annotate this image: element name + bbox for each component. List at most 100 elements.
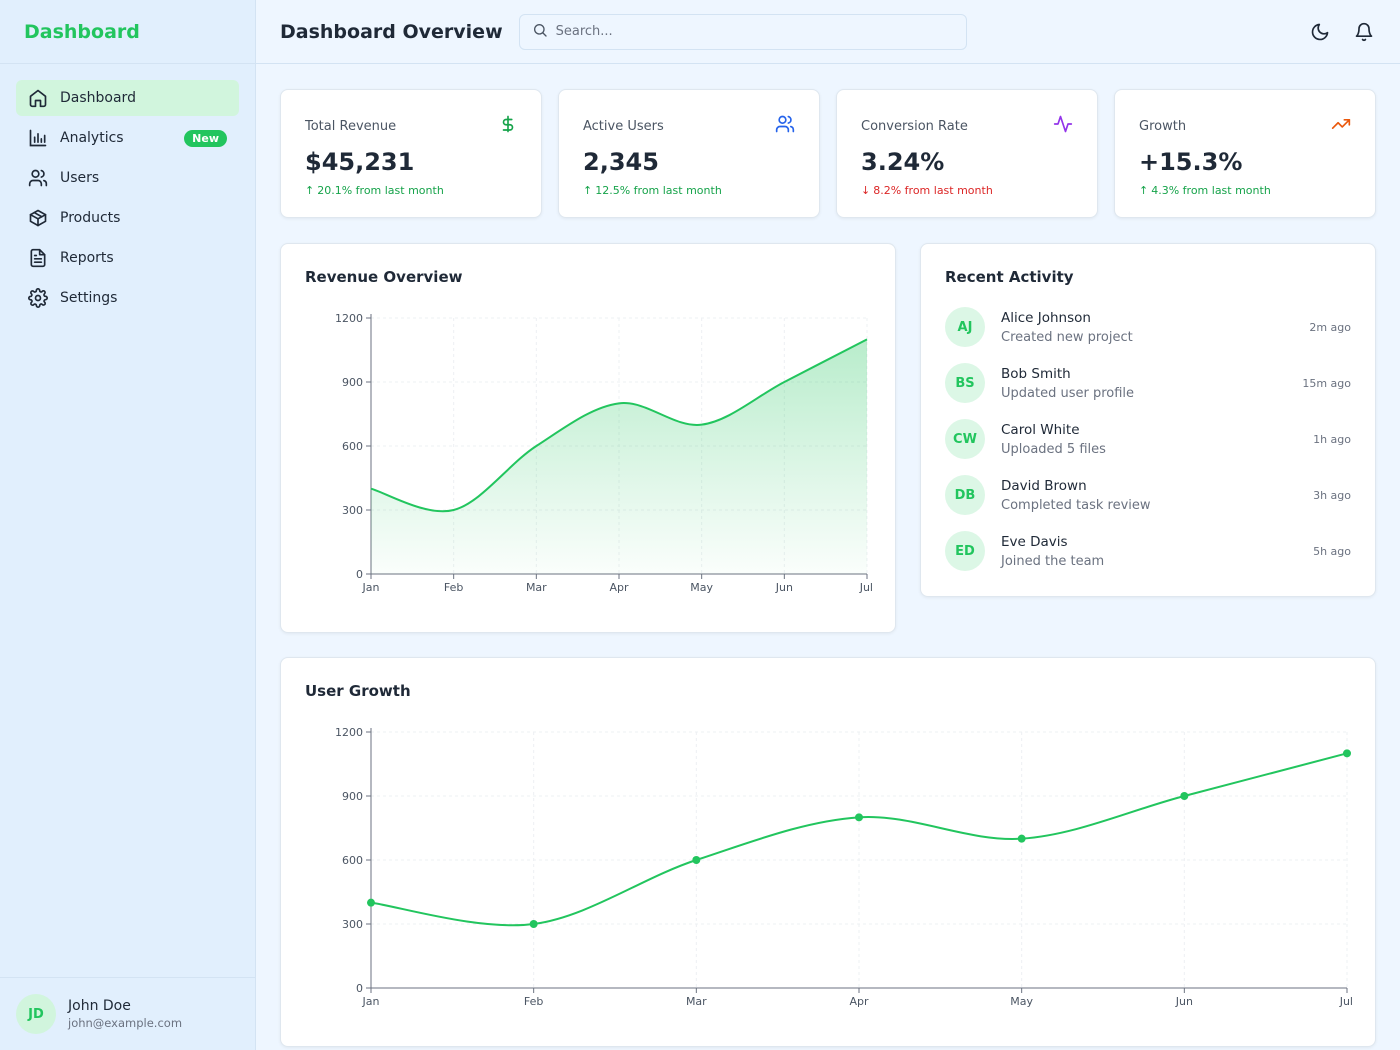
sidebar-item-settings[interactable]: Settings: [16, 280, 239, 316]
y-tick-label: 600: [342, 854, 363, 867]
y-tick-label: 900: [342, 790, 363, 803]
activity-item[interactable]: ED Eve Davis Joined the team 5h ago: [945, 523, 1351, 579]
activity-description: Created new project: [1001, 329, 1133, 345]
activity-time: 15m ago: [1302, 376, 1351, 390]
activity-description: Updated user profile: [1001, 385, 1135, 401]
dollar-icon: [499, 114, 517, 138]
y-tick-label: 900: [342, 376, 363, 389]
sidebar-item-analytics[interactable]: Analytics New: [16, 120, 239, 156]
activity-description: Completed task review: [1001, 497, 1151, 513]
top-header: Dashboard Overview: [256, 0, 1400, 64]
activity-time: 1h ago: [1313, 432, 1351, 446]
header-actions: [1308, 18, 1376, 46]
area-fill: [371, 339, 867, 574]
x-tick-label: Jul: [1339, 995, 1353, 1008]
data-point: [855, 813, 863, 822]
data-point: [367, 898, 375, 907]
stat-value: 3.24%: [861, 148, 945, 176]
activity-user-name: Bob Smith: [1001, 365, 1071, 382]
y-tick-label: 1200: [335, 312, 363, 325]
x-tick-label: Jul: [859, 581, 873, 594]
stat-title: Growth: [1139, 118, 1187, 134]
sidebar-item-users[interactable]: Users: [16, 160, 239, 196]
bar-chart-icon: [28, 128, 48, 148]
stat-card-conversion: Conversion Rate 3.24% ↓ 8.2% from last m…: [836, 89, 1098, 218]
avatar: JD: [16, 994, 56, 1034]
sidebar: Dashboard Dashboard Analytics New Users: [0, 0, 256, 1050]
activity-item[interactable]: AJ Alice Johnson Created new project 2m ago: [945, 299, 1351, 355]
activity-time: 2m ago: [1309, 320, 1351, 334]
stat-title: Conversion Rate: [861, 118, 968, 134]
user-growth-chart: 0 300 600 900 1200 Jan Feb Mar Apr May Jun Jul: [335, 726, 1353, 1008]
y-tick-label: 300: [342, 504, 363, 517]
x-tick-label: Feb: [444, 581, 463, 594]
page-title: Dashboard Overview: [280, 20, 503, 43]
sidebar-item-products[interactable]: Products: [16, 200, 239, 236]
sidebar-item-label: Analytics: [60, 130, 124, 146]
box-icon: [28, 208, 48, 228]
y-tick-label: 600: [342, 440, 363, 453]
stat-title: Total Revenue: [305, 118, 397, 134]
avatar: BS: [945, 363, 985, 403]
stat-change: ↑ 4.3% from last month: [1139, 184, 1351, 197]
gear-icon: [28, 288, 48, 308]
x-tick-label: Mar: [526, 581, 547, 594]
activity-description: Joined the team: [1001, 553, 1105, 569]
user-growth-card: User Growth 0 300 600 900 1200 Jan Feb Mar Apr Ma…: [280, 657, 1376, 1047]
activity-time: 5h ago: [1313, 544, 1351, 558]
activity-item[interactable]: BS Bob Smith Updated user profile 15m ago: [945, 355, 1351, 411]
activity-user-name: Eve Davis: [1001, 533, 1068, 550]
data-point: [529, 920, 538, 928]
sidebar-item-label: Reports: [60, 250, 114, 266]
stat-change-text: 20.1% from last month: [317, 184, 444, 197]
sidebar-item-dashboard[interactable]: Dashboard: [16, 80, 239, 116]
card-title: Recent Activity: [945, 268, 1074, 286]
moon-icon[interactable]: [1308, 18, 1332, 46]
home-icon: [28, 88, 48, 108]
activity-item[interactable]: DB David Brown Completed task review 3h ago: [945, 467, 1351, 523]
x-tick-label: Jan: [362, 995, 380, 1008]
trending-up-icon: [1331, 114, 1351, 138]
y-tick-label: 300: [342, 918, 363, 931]
stat-change: ↑ 20.1% from last month: [305, 184, 517, 197]
arrow-up-icon: ↑: [305, 184, 315, 197]
activity-body: Bob Smith Updated user profile: [1001, 366, 1302, 401]
sidebar-item-label: Products: [60, 210, 121, 226]
revenue-chart: 0 300 600 900 1200 Jan Feb Mar Apr May Jun Jul: [335, 312, 873, 594]
x-tick-label: Jun: [775, 581, 793, 594]
stat-change-text: 8.2% from last month: [873, 184, 993, 197]
users-icon: [28, 168, 48, 188]
avatar: ED: [945, 531, 985, 571]
stat-value: $45,231: [305, 148, 415, 176]
activity-item[interactable]: CW Carol White Uploaded 5 files 1h ago: [945, 411, 1351, 467]
activity-body: Carol White Uploaded 5 files: [1001, 422, 1313, 457]
activity-body: Alice Johnson Created new project: [1001, 310, 1309, 345]
stat-change-text: 4.3% from last month: [1151, 184, 1271, 197]
sidebar-item-reports[interactable]: Reports: [16, 240, 239, 276]
x-tick-label: Jan: [362, 581, 380, 594]
user-email: john@example.com: [68, 1016, 183, 1030]
activity-body: Eve Davis Joined the team: [1001, 534, 1313, 569]
search-box[interactable]: [518, 13, 967, 50]
y-tick-label: 1200: [335, 726, 363, 739]
revenue-overview-card: Revenue Overview 0 300 600 900 1200 Jan Feb Mar…: [280, 243, 896, 633]
sidebar-item-label: Users: [60, 170, 100, 186]
new-badge: New: [184, 129, 227, 147]
stat-card-users: Active Users 2,345 ↑ 12.5% from last mon…: [558, 89, 820, 218]
x-tick-label: Feb: [524, 995, 543, 1008]
avatar: AJ: [945, 307, 985, 347]
search-icon: [532, 22, 548, 42]
arrow-up-icon: ↑: [583, 184, 593, 197]
user-name: John Doe: [68, 998, 131, 1014]
bell-icon[interactable]: [1352, 18, 1376, 46]
sidebar-item-label: Settings: [60, 290, 118, 306]
activity-user-name: David Brown: [1001, 477, 1087, 494]
sidebar-item-label: Dashboard: [60, 90, 136, 106]
x-tick-label: May: [690, 581, 713, 594]
stat-title: Active Users: [583, 118, 664, 134]
card-title: User Growth: [305, 682, 411, 700]
user-profile[interactable]: JD John Doe john@example.com: [0, 977, 256, 1050]
file-text-icon: [28, 248, 48, 268]
search-input[interactable]: [555, 24, 936, 39]
stat-change: ↑ 12.5% from last month: [583, 184, 795, 197]
